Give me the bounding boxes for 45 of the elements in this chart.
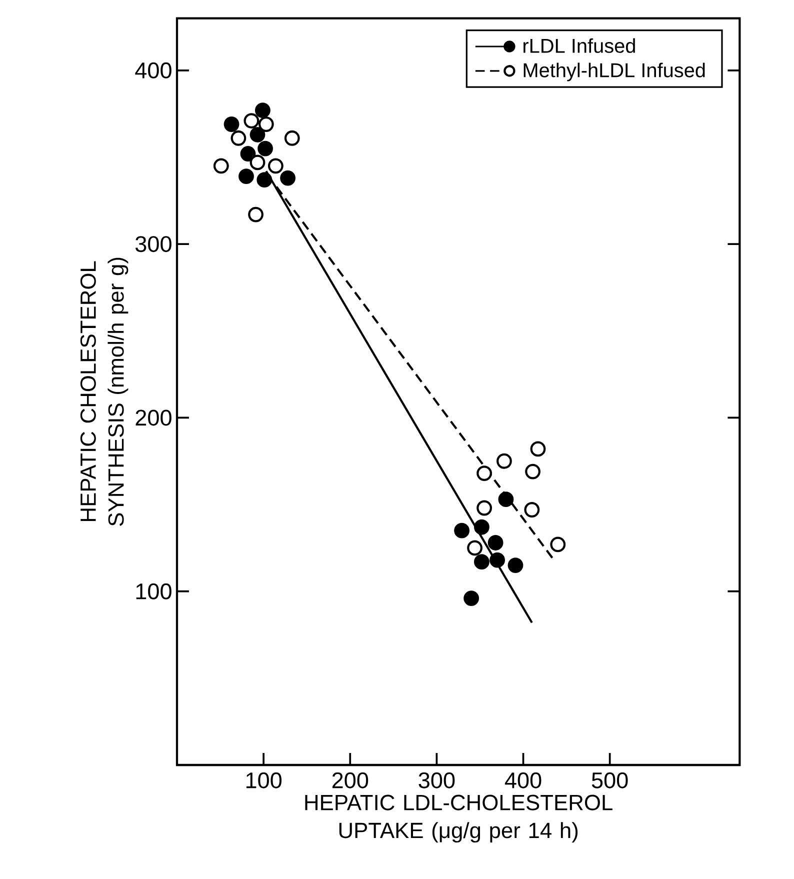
point xyxy=(454,522,470,538)
point xyxy=(240,146,256,162)
x-tick-label: 500 xyxy=(592,772,628,788)
x-tick-label: 400 xyxy=(504,772,542,788)
point xyxy=(238,168,254,184)
point xyxy=(213,158,229,174)
y-tick-label: 300 xyxy=(135,236,172,252)
point xyxy=(496,453,512,469)
y-tick-label: 100 xyxy=(136,583,172,600)
point xyxy=(268,158,284,174)
y-axis-title: HEPATIC CHOLESTEROL SYNTHESIS (nmol/h per g) xyxy=(80,258,128,526)
point xyxy=(490,552,505,568)
point xyxy=(250,154,266,170)
point xyxy=(476,500,492,516)
point xyxy=(524,502,540,518)
point xyxy=(248,206,264,222)
point xyxy=(498,492,514,508)
point xyxy=(258,140,274,156)
point xyxy=(284,130,300,146)
point xyxy=(530,441,546,457)
point xyxy=(258,116,274,132)
point xyxy=(464,590,480,606)
point xyxy=(244,113,260,128)
point xyxy=(256,172,272,188)
y-tick-label: 400 xyxy=(135,62,172,78)
x-tick-label: 100 xyxy=(246,772,282,788)
x-tick-label: 300 xyxy=(418,772,455,788)
point xyxy=(525,464,540,480)
point xyxy=(250,126,266,142)
point xyxy=(280,170,296,186)
point xyxy=(230,130,246,146)
y-tick-label: 200 xyxy=(136,410,172,426)
legend-label: Methyl-hLDL Infused xyxy=(524,62,705,82)
point xyxy=(488,535,504,550)
x-tick-label: 200 xyxy=(332,772,368,788)
legend-label: rLDL Infused xyxy=(524,38,635,53)
x-axis-title: HEPATIC LDL-CHOLESTEROL UPTAKE (μg/g per 14 h) xyxy=(305,794,612,843)
point xyxy=(467,540,482,556)
point xyxy=(476,466,492,481)
point xyxy=(508,558,524,574)
point xyxy=(224,116,240,132)
point xyxy=(474,554,490,570)
point xyxy=(254,102,270,118)
point xyxy=(550,536,566,552)
point xyxy=(474,519,490,535)
